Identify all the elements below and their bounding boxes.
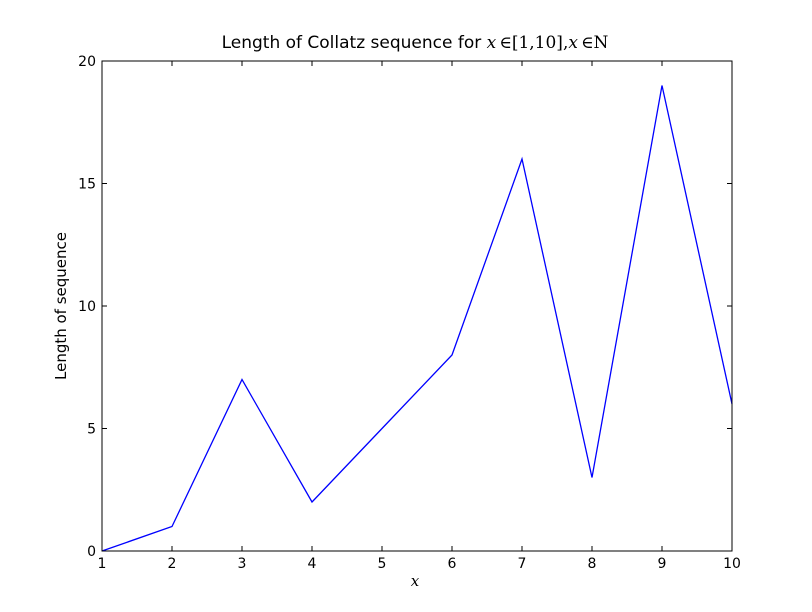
- x-tick-label: 1: [98, 556, 107, 572]
- series-line-1: [101, 85, 733, 552]
- x-tick-label: 3: [238, 556, 247, 572]
- x-tick-label: 2: [168, 556, 177, 572]
- x-tick-label: 10: [723, 556, 741, 572]
- y-tick-label: 20: [78, 54, 96, 70]
- x-tick-label: 5: [378, 556, 387, 572]
- x-tick-label: 9: [658, 556, 667, 572]
- y-tick-label: 5: [87, 422, 96, 438]
- chart-title-math-set: N: [594, 33, 609, 53]
- y-tick-label: 15: [78, 177, 96, 193]
- chart-title: Length of Collatz sequence for x ∈[1,10],…: [222, 33, 609, 53]
- chart-title-math-var-2: x: [568, 33, 578, 53]
- chart-title-math-comma: ,: [563, 33, 568, 53]
- x-tick-label: 4: [308, 556, 317, 572]
- chart-title-math-var: x: [487, 33, 497, 53]
- y-tick-label: 10: [78, 299, 96, 315]
- chart-title-math-in: ∈: [499, 33, 512, 53]
- y-axis-label: Length of sequence: [52, 232, 70, 380]
- chart-title-text: Length of Collatz sequence for: [222, 33, 487, 53]
- x-tick-label: 8: [588, 556, 597, 572]
- chart-title-math-in-2: ∈: [581, 33, 594, 53]
- plot-background: [102, 61, 732, 551]
- plot-area: 1 2 3 4 5 6 7 8 9 10 0 5 10 15 20: [78, 54, 741, 572]
- x-tick-label: 7: [518, 556, 527, 572]
- x-tick-label: 6: [448, 556, 457, 572]
- x-axis-label: x: [411, 572, 420, 590]
- y-tick-label: 0: [87, 544, 96, 560]
- chart-title-math-range: [1,10]: [512, 33, 563, 53]
- plot-frame: [101, 60, 733, 552]
